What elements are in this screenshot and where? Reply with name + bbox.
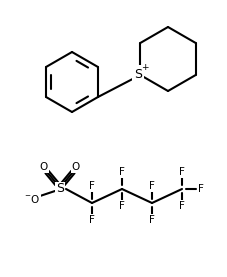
Text: O: O xyxy=(40,162,48,172)
Text: S: S xyxy=(134,68,142,81)
Text: S: S xyxy=(56,183,64,196)
Text: F: F xyxy=(149,181,155,191)
Text: O: O xyxy=(72,162,80,172)
Text: F: F xyxy=(89,215,95,225)
Text: F: F xyxy=(149,215,155,225)
Text: F: F xyxy=(119,201,125,211)
Text: +: + xyxy=(142,63,149,73)
Text: $^{-}$O: $^{-}$O xyxy=(24,193,40,205)
Text: F: F xyxy=(179,201,185,211)
Text: F: F xyxy=(179,167,185,177)
Text: F: F xyxy=(198,184,204,194)
Text: F: F xyxy=(89,181,95,191)
Text: F: F xyxy=(119,167,125,177)
